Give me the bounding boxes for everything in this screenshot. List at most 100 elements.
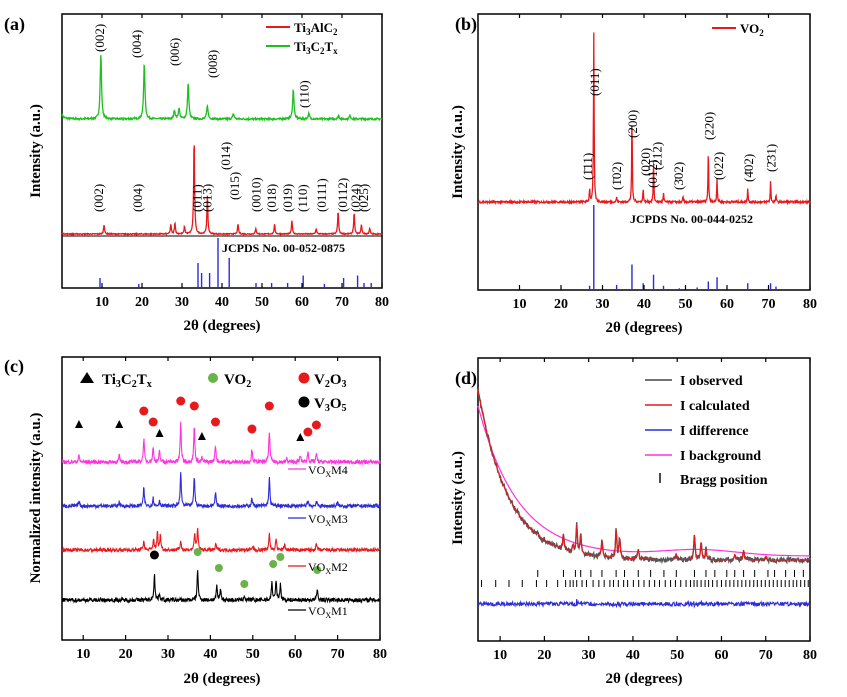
series-voxm1 xyxy=(61,570,381,605)
c-marker-vo2-0 xyxy=(193,548,202,556)
panel-d-x-label: 2θ (degrees) xyxy=(605,671,682,687)
c-x-tick-label-40: 40 xyxy=(203,647,217,662)
panel-c-legend: Ti3C2Tx VO2 V2O3 V3O5 xyxy=(80,372,347,414)
a-annotation-11: (0010) xyxy=(248,177,263,212)
panel-b-plot-area xyxy=(477,32,811,290)
panel-a-y-label: Intensity (a.u.) xyxy=(28,104,44,198)
a-annotation-3: (008) xyxy=(205,50,220,78)
a-annotation-13: (019) xyxy=(280,184,295,212)
c-x-tick-label-30: 30 xyxy=(161,647,175,662)
b-annotation-9: (022) xyxy=(711,152,726,180)
b-annotation-10: (4̄02) xyxy=(741,154,756,182)
series-voxm4 xyxy=(61,421,381,466)
a-annotation-16: (0112) xyxy=(335,178,350,212)
a-annotation-0: (002) xyxy=(92,24,107,52)
panel-a-label: (a) xyxy=(4,14,25,35)
series-i-background xyxy=(477,405,810,557)
a-annotation-14: (110) xyxy=(295,184,310,212)
a-annotation-12: (018) xyxy=(264,184,279,212)
series-label-m1: VOXM1 xyxy=(308,604,348,620)
c-x-tick-label-80: 80 xyxy=(373,647,387,662)
panel-b: (b) (011) (1̄11) (1̄02) (200) (020)(212)(012… xyxy=(450,13,817,336)
c-marker-v2o3-8 xyxy=(311,420,321,430)
c-x-tick-label-10: 10 xyxy=(76,647,90,662)
panel-c-series-labels: VOXM4 VOXM3 VOXM2 VOXM1 xyxy=(288,463,348,620)
panel-a-reference-label: JCPDS No. 00-052-0875 xyxy=(222,241,345,255)
d-x-tick-label-30: 30 xyxy=(582,648,596,663)
c-marker-v2o3-5 xyxy=(247,424,257,434)
c-marker-v2o3-4 xyxy=(210,417,220,427)
c-marker-v2o3-2 xyxy=(176,396,186,406)
legend-entry-4: Bragg position xyxy=(680,473,768,488)
a-annotation-6: (004) xyxy=(130,184,145,212)
c-marker-vo2-3 xyxy=(269,560,278,568)
c-marker-v2o3-0 xyxy=(139,406,149,416)
d-x-tick-label-60: 60 xyxy=(714,648,728,663)
panel-b-x-label: 2θ (degrees) xyxy=(605,320,682,336)
legend-entry-3: I background xyxy=(680,449,761,464)
d-x-tick-label-10: 10 xyxy=(493,648,507,663)
b-annotation-6: (012) xyxy=(645,160,660,188)
a-x-tick-label-70: 70 xyxy=(335,295,349,310)
a-x-tick-label-20: 20 xyxy=(135,295,149,310)
panel-b-x-axis: 10 20 30 40 50 60 70 80 xyxy=(513,14,817,312)
a-annotation-17: (024) xyxy=(348,184,363,212)
series-ti3alc2 xyxy=(61,145,383,237)
c-marker-v2o3-6 xyxy=(264,401,274,411)
panel-a: (a) (002) (004) (006) (008)(110)(002) (004)(… xyxy=(4,13,389,334)
series-label-m2: VOXM2 xyxy=(308,560,348,576)
a-x-tick-label-10: 10 xyxy=(95,295,109,310)
a-annotation-15: (0111) xyxy=(314,178,329,212)
b-x-tick-label-70: 70 xyxy=(762,297,776,312)
b-x-tick-label-80: 80 xyxy=(803,297,817,312)
legend-v2o3: V2O3 xyxy=(314,372,347,390)
panel-d-y-label: Intensity (a.u.) xyxy=(450,451,466,545)
c-marker-ti3c2tx-4 xyxy=(296,433,305,441)
a-annotation-9: (014) xyxy=(218,142,233,170)
series-i-calculated xyxy=(477,389,810,561)
b-annotation-3: (200) xyxy=(625,110,640,138)
panel-a-plot-area xyxy=(61,55,383,288)
panel-c-label: (c) xyxy=(4,356,24,377)
series-i-difference xyxy=(477,599,811,609)
a-annotation-1: (004) xyxy=(129,30,144,58)
legend-vo2: VO2 xyxy=(740,21,764,38)
c-marker-v2o3-1 xyxy=(148,417,158,427)
panel-b-legend: VO2 xyxy=(712,21,764,38)
panel-b-y-label: Intensity (a.u.) xyxy=(450,105,466,199)
a-annotation-8: (013) xyxy=(200,184,215,212)
legend-marker-ti3c2tx xyxy=(80,372,94,383)
c-marker-ti3c2tx-3 xyxy=(197,432,206,440)
c-marker-ti3c2tx-0 xyxy=(74,420,83,428)
series-ti3c2tx xyxy=(61,55,383,123)
panel-b-annotations: (011) (1̄11) (1̄02) (200) (020)(212)(012) (3̄… xyxy=(580,68,779,190)
b-x-tick-label-10: 10 xyxy=(513,297,527,312)
series-vo2 xyxy=(477,32,811,206)
d-x-tick-label-20: 20 xyxy=(537,648,551,663)
series-label-m4: VOXM4 xyxy=(308,463,348,479)
series-voxm2 xyxy=(61,527,381,554)
legend-marker-v2o3 xyxy=(298,372,310,384)
c-x-tick-label-20: 20 xyxy=(119,647,133,662)
d-x-tick-label-80: 80 xyxy=(803,648,817,663)
c-marker-vo2-5 xyxy=(313,566,322,574)
c-marker-v2o3-3 xyxy=(189,401,199,411)
b-annotation-7: (3̄02) xyxy=(671,162,686,190)
a-x-tick-label-30: 30 xyxy=(175,295,189,310)
series-label-m3: VOXM3 xyxy=(308,512,348,528)
d-x-tick-label-40: 40 xyxy=(626,648,640,663)
panel-a-x-label: 2θ (degrees) xyxy=(183,318,260,334)
panel-c: (c) 10 20 30 40 50 60 70 80 2θ (degrees) Normal… xyxy=(4,356,387,687)
b-annotation-5: (212) xyxy=(650,142,665,170)
panel-d-legend: I observed I calculated I difference I back… xyxy=(645,374,768,488)
b-annotation-1: (1̄11) xyxy=(580,153,595,180)
b-annotation-0: (011) xyxy=(587,68,602,96)
a-annotation-10: (015) xyxy=(227,172,242,200)
a-annotation-2: (006) xyxy=(167,38,182,66)
c-marker-ti3c2tx-1 xyxy=(115,420,124,428)
d-x-tick-label-50: 50 xyxy=(670,648,684,663)
b-x-tick-label-50: 50 xyxy=(679,297,693,312)
panel-c-y-label: Normalized intensity (a.u.) xyxy=(28,413,44,584)
a-annotation-4: (110) xyxy=(296,80,311,108)
